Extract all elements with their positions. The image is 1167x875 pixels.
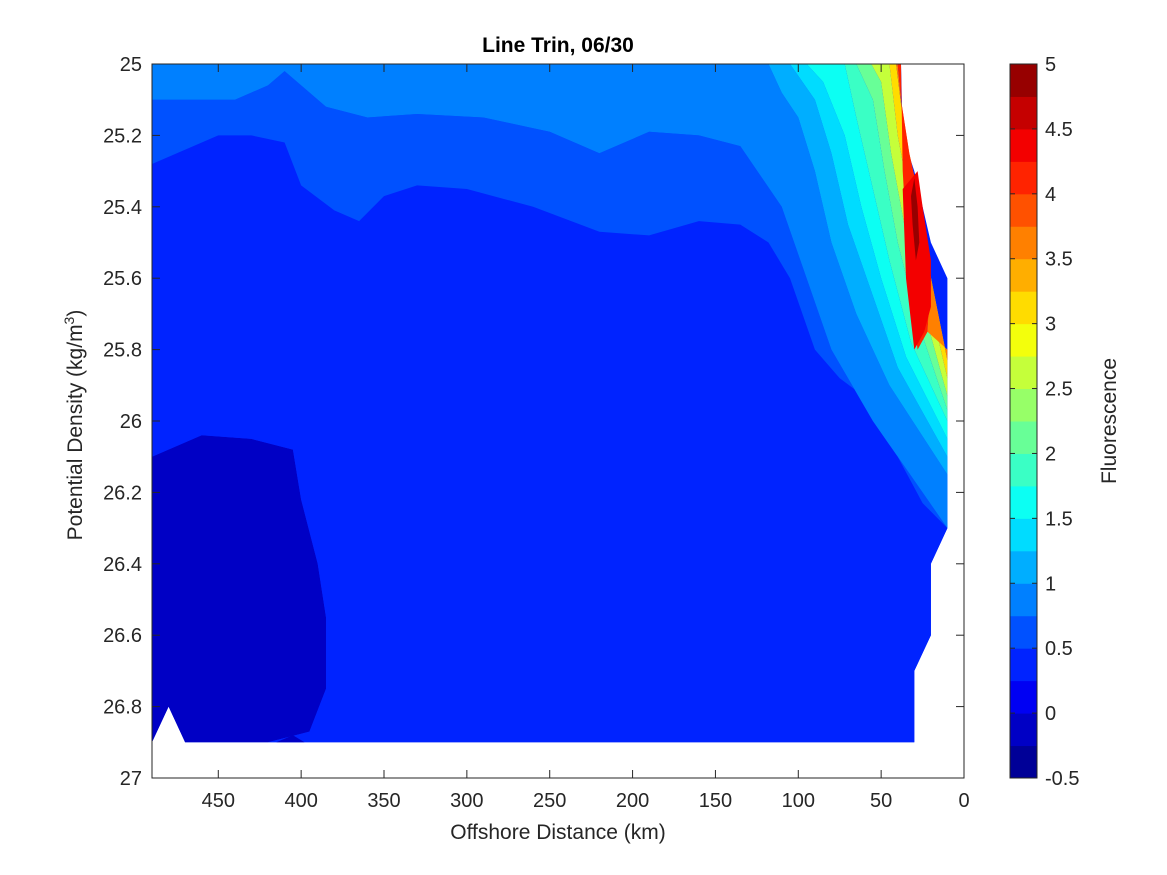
colorbar-band	[1010, 713, 1037, 747]
x-tick-label: 50	[870, 790, 892, 812]
contour-band-7	[844, 64, 948, 421]
contour-band-0	[152, 435, 326, 743]
colorbar-band	[1010, 64, 1037, 97]
colorbar-band	[1010, 388, 1037, 422]
contour-band-14	[911, 178, 920, 261]
y-tick-label: 26.6	[103, 625, 142, 647]
colorbar: -0.5 0 0.5 1 1.5 2 2.5 3 3.5 4 4.5 5	[1009, 54, 1079, 790]
x-tick-label: 150	[699, 790, 732, 812]
y-tick-label: 27	[120, 768, 142, 790]
colorbar-band	[1010, 128, 1037, 162]
x-tick-label: 200	[616, 790, 649, 812]
colorbar-band	[1010, 323, 1037, 357]
x-tick-label: 400	[284, 790, 317, 812]
colorbar-tick-label: 4	[1045, 184, 1056, 206]
colorbar-band	[1010, 485, 1037, 519]
contour-band-6	[806, 64, 948, 439]
colorbar-band	[1010, 193, 1037, 227]
contour-fill	[152, 64, 948, 743]
colorbar-tick-label: 2	[1045, 443, 1056, 465]
colorbar-ticks: -0.5 0 0.5 1 1.5 2 2.5 3 3.5 4 4.5 5	[1010, 54, 1079, 790]
colorbar-band	[1010, 453, 1037, 487]
colorbar-band	[1010, 550, 1037, 584]
colorbar-fill	[1010, 64, 1037, 779]
y-tick-label: 25.6	[103, 268, 142, 290]
contour-band-1	[152, 135, 948, 743]
x-tick-label: 100	[782, 790, 815, 812]
y-axis: 25 25.2 25.4 25.6 25.8 26 26.2 26.4 26.6 26.8 27	[103, 54, 964, 790]
contour-band-5	[790, 64, 948, 457]
colorbar-band	[1010, 745, 1037, 779]
contour-band-2	[152, 71, 948, 529]
x-tick-label: 0	[958, 790, 969, 812]
colorbar-tick-label: 1	[1045, 573, 1056, 595]
x-tick-label: 350	[367, 790, 400, 812]
chart-title: Line Trin, 06/30	[482, 34, 634, 57]
colorbar-tick-label: 0	[1045, 703, 1056, 725]
contour-band-13	[902, 171, 931, 350]
x-tick-label: 250	[533, 790, 566, 812]
colorbar-label: Fluorescence	[1098, 358, 1121, 484]
y-tick-label: 26.2	[103, 482, 142, 504]
colorbar-band	[1010, 96, 1037, 130]
colorbar-band	[1010, 583, 1037, 617]
y-axis-label: Potential Density (kg/m3)	[61, 310, 87, 541]
colorbar-tick-label: 5	[1045, 54, 1056, 76]
colorbar-frame	[1009, 63, 1038, 779]
y-axis-label-suffix: )	[64, 310, 87, 317]
y-tick-label: 25.2	[103, 125, 142, 147]
x-tick-label: 450	[202, 790, 235, 812]
x-axis: 450 400 350 300 250 200 150 100 50 0	[202, 64, 970, 812]
y-axis-label-main: Potential Density (kg/m	[64, 324, 87, 540]
colorbar-tick-label: -0.5	[1045, 768, 1079, 790]
colorbar-band	[1010, 648, 1037, 682]
x-tick-label: 300	[450, 790, 483, 812]
colorbar-band	[1010, 226, 1037, 260]
y-tick-label: 25.4	[103, 197, 142, 219]
colorbar-tick-label: 1.5	[1045, 508, 1073, 530]
x-axis-label: Offshore Distance (km)	[450, 821, 666, 844]
plot-area: 450 400 350 300 250 200 150 100 50 0 2525.225.425…	[103, 54, 970, 812]
colorbar-band	[1010, 258, 1037, 292]
colorbar-band	[1010, 518, 1037, 552]
colorbar-tick-label: 2.5	[1045, 379, 1073, 401]
contour-band-15	[276, 735, 305, 743]
colorbar-band	[1010, 161, 1037, 195]
colorbar-band	[1010, 356, 1037, 390]
colorbar-tick-label: 3.5	[1045, 249, 1073, 271]
colorbar-band	[1010, 615, 1037, 649]
colorbar-band	[1010, 421, 1037, 454]
y-tick-label: 26.8	[103, 697, 142, 719]
contour-band-4	[768, 64, 948, 475]
y-tick-label: 25.8	[103, 340, 142, 362]
y-tick-label: 26	[120, 411, 142, 433]
colorbar-tick-label: 3	[1045, 314, 1056, 336]
colorbar-band	[1010, 680, 1037, 714]
colorbar-tick-label: 4.5	[1045, 119, 1073, 141]
y-tick-label: 25	[120, 54, 142, 76]
y-axis-label-superscript: 3	[61, 316, 77, 324]
colorbar-band	[1010, 291, 1037, 325]
y-tick-label: 26.4	[103, 554, 142, 576]
colorbar-tick-label: 0.5	[1045, 638, 1073, 660]
